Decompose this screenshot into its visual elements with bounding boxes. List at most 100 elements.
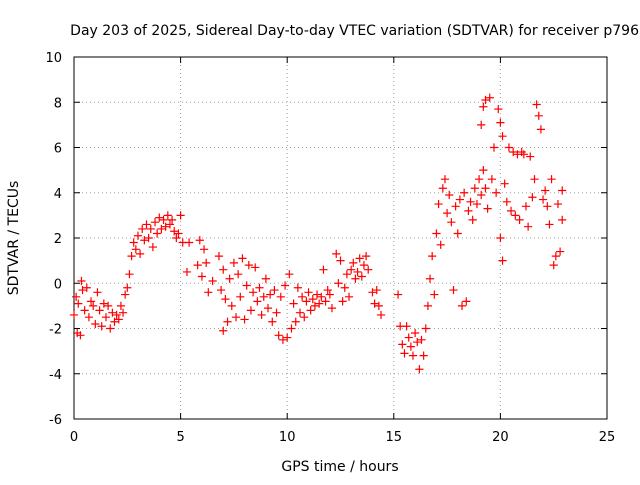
data-point	[423, 301, 433, 310]
data-point	[536, 125, 546, 134]
data-point	[406, 342, 415, 351]
data-point	[155, 213, 164, 222]
data-point	[419, 351, 428, 360]
data-point	[443, 209, 452, 218]
data-point	[223, 317, 232, 326]
data-point	[511, 211, 520, 220]
data-point	[199, 245, 209, 254]
data-point	[440, 175, 450, 184]
data-point	[176, 211, 185, 220]
data-point	[236, 292, 245, 301]
data-point	[468, 215, 477, 224]
data-point	[332, 249, 341, 258]
data-point	[131, 245, 140, 254]
data-point	[74, 299, 83, 308]
data-point	[445, 190, 454, 200]
data-point	[494, 104, 503, 114]
data-point	[248, 288, 258, 297]
data-point	[159, 215, 168, 224]
data-point	[84, 313, 94, 322]
data-point	[338, 297, 347, 306]
y-tick-label: -6	[49, 413, 62, 428]
data-point	[302, 297, 311, 306]
data-point	[142, 220, 151, 229]
data-point	[436, 240, 445, 249]
data-point	[327, 304, 337, 313]
data-point	[255, 283, 264, 292]
data-point	[287, 324, 296, 333]
data-point	[263, 304, 273, 313]
data-point	[135, 249, 145, 258]
data-point	[502, 197, 511, 206]
data-point	[221, 294, 230, 304]
data-point	[336, 256, 345, 265]
data-point	[472, 199, 482, 209]
data-point	[551, 252, 560, 261]
data-point	[77, 276, 86, 286]
data-point	[528, 193, 537, 202]
y-tick-label: 8	[54, 96, 62, 111]
y-tick-label: 0	[54, 277, 62, 292]
data-point	[72, 292, 81, 301]
data-point	[291, 317, 300, 326]
y-tick-label: -2	[49, 323, 62, 338]
data-point	[498, 256, 507, 265]
data-point	[108, 308, 117, 317]
data-point	[272, 308, 281, 317]
data-point	[242, 281, 251, 290]
data-point	[165, 220, 175, 229]
data-point	[489, 143, 499, 152]
data-point	[413, 337, 422, 347]
data-point	[351, 274, 360, 283]
data-point	[361, 252, 371, 261]
data-point	[428, 252, 437, 261]
data-point	[359, 261, 369, 270]
data-point	[157, 224, 166, 234]
data-point	[532, 100, 541, 109]
data-point	[278, 335, 288, 344]
data-point	[82, 283, 91, 292]
data-point	[308, 294, 317, 304]
data-point	[283, 333, 292, 342]
data-point	[462, 297, 471, 306]
data-point	[123, 283, 132, 292]
data-point	[347, 265, 356, 274]
data-point	[321, 297, 330, 306]
data-point	[372, 285, 381, 295]
data-point	[129, 238, 138, 247]
y-tick-label: -4	[49, 368, 62, 383]
data-point	[69, 310, 79, 320]
data-point	[515, 215, 524, 224]
data-point	[500, 179, 509, 188]
data-point	[310, 301, 320, 310]
data-point	[295, 308, 305, 317]
x-axis-label: GPS time / hours	[281, 459, 398, 475]
data-point	[204, 288, 213, 297]
axis-ticks: 0 5 10 15 20 25 -6 -4 -2 0 2 4 6 8 10	[45, 51, 615, 445]
data-point	[487, 175, 496, 184]
data-point	[374, 301, 383, 310]
data-point	[231, 313, 241, 322]
data-point	[430, 290, 439, 299]
data-point	[219, 265, 228, 274]
data-point	[227, 301, 236, 310]
data-point	[153, 229, 162, 238]
data-point	[146, 224, 155, 234]
data-point	[182, 267, 192, 277]
data-point	[357, 272, 366, 281]
data-point	[97, 322, 106, 331]
data-point	[479, 166, 488, 175]
data-point	[317, 292, 326, 301]
data-point	[425, 274, 435, 283]
grid	[74, 57, 607, 419]
data-point	[193, 261, 202, 270]
data-point	[148, 242, 157, 252]
data-point	[376, 310, 386, 320]
data-point	[106, 324, 115, 333]
data-point	[524, 222, 533, 231]
data-point	[417, 335, 426, 344]
data-point	[170, 227, 179, 236]
data-point	[86, 297, 96, 306]
data-point	[76, 331, 85, 340]
